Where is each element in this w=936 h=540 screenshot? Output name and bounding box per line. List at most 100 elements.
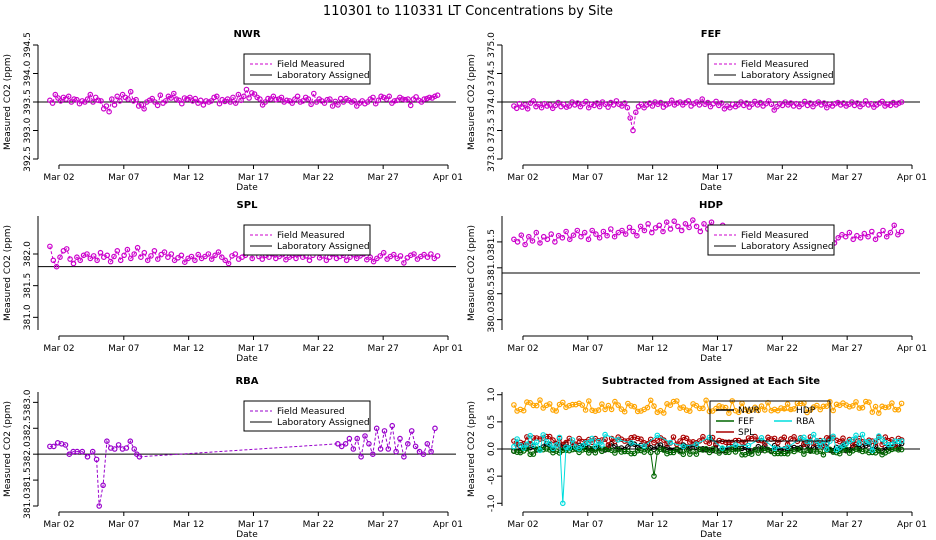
data-point	[875, 447, 882, 454]
data-point	[752, 446, 758, 453]
data-point	[157, 92, 164, 99]
data-point	[533, 229, 540, 236]
data-point	[538, 104, 545, 111]
legend-lab-label: Laboratory Assigned	[741, 71, 834, 81]
data-point	[752, 404, 758, 411]
data-point	[89, 448, 96, 455]
plot-area	[47, 86, 441, 115]
x-tick-label: Mar 07	[572, 344, 603, 354]
data-point	[525, 233, 532, 240]
data-point	[862, 98, 869, 104]
y-tick-label: 381.0	[23, 304, 33, 330]
data-point	[771, 450, 778, 457]
data-point	[680, 451, 687, 458]
data-point	[533, 446, 540, 453]
data-point	[566, 445, 573, 451]
data-point	[693, 402, 700, 409]
data-point	[358, 453, 364, 460]
legend-box	[709, 400, 831, 442]
data-point	[892, 406, 898, 413]
data-point	[865, 102, 872, 108]
data-point	[366, 440, 372, 447]
data-point	[807, 448, 814, 455]
data-point	[850, 236, 857, 243]
data-point	[842, 233, 849, 240]
x-axis-label: Date	[700, 183, 722, 193]
data-point	[50, 257, 57, 264]
legend-field-label: Field Measured	[277, 231, 345, 241]
data-point	[428, 448, 434, 455]
data-point	[127, 438, 134, 445]
data-point	[149, 95, 156, 102]
data-point	[211, 94, 217, 101]
data-point	[516, 100, 523, 107]
data-point	[615, 436, 622, 443]
data-point	[689, 217, 696, 223]
data-point	[846, 403, 853, 410]
data-point	[373, 425, 380, 432]
data-point	[821, 100, 827, 106]
data-point	[680, 404, 687, 410]
data-point	[589, 435, 595, 442]
data-point	[774, 450, 781, 457]
data-point	[552, 102, 559, 109]
y-tick-label: -1.0	[487, 494, 497, 512]
data-point	[608, 406, 615, 413]
data-point	[74, 254, 80, 261]
data-point	[801, 434, 807, 441]
x-axis-label: Date	[700, 530, 722, 540]
data-point	[559, 399, 566, 406]
data-point	[540, 432, 547, 438]
data-point	[856, 405, 863, 411]
x-tick-label: Mar 17	[238, 173, 269, 183]
data-point	[678, 227, 685, 234]
data-point	[391, 98, 398, 104]
data-point	[872, 438, 879, 444]
data-point	[853, 399, 859, 405]
data-point	[432, 425, 438, 432]
data-point	[716, 450, 723, 456]
data-point	[530, 442, 537, 449]
data-point	[97, 249, 104, 256]
data-point	[794, 446, 801, 453]
data-point	[630, 127, 636, 134]
data-point	[305, 96, 312, 102]
y-tick-label: 383.0	[23, 389, 33, 415]
data-point	[527, 432, 534, 439]
data-point	[817, 406, 824, 413]
data-point	[856, 440, 863, 446]
data-point	[804, 447, 810, 454]
data-point	[832, 100, 839, 107]
data-point	[654, 432, 661, 439]
data-point	[582, 440, 589, 446]
y-axis-label: Measured CO2 (ppm)	[467, 225, 477, 321]
data-point	[63, 246, 70, 252]
data-point	[892, 438, 898, 445]
data-point	[701, 221, 707, 227]
data-point	[857, 235, 864, 241]
data-point	[810, 431, 817, 438]
data-point	[782, 99, 789, 105]
x-tick-label: Mar 12	[637, 344, 668, 354]
data-point	[784, 444, 791, 451]
data-point	[706, 449, 713, 456]
data-point	[127, 88, 134, 95]
data-point	[168, 95, 174, 101]
data-point	[885, 404, 892, 410]
data-point	[206, 99, 212, 105]
y-tick-label: 374.5	[487, 61, 497, 87]
data-point	[84, 453, 91, 460]
data-point	[618, 406, 625, 412]
data-point	[817, 442, 824, 449]
data-point	[882, 404, 889, 411]
data-point	[546, 441, 553, 447]
data-point	[125, 96, 131, 102]
data-point	[854, 100, 861, 106]
data-point	[293, 255, 299, 262]
data-point	[251, 91, 258, 97]
x-tick-label: Apr 01	[897, 173, 927, 183]
data-point	[134, 244, 141, 251]
data-point	[784, 401, 791, 407]
data-point	[249, 255, 256, 262]
